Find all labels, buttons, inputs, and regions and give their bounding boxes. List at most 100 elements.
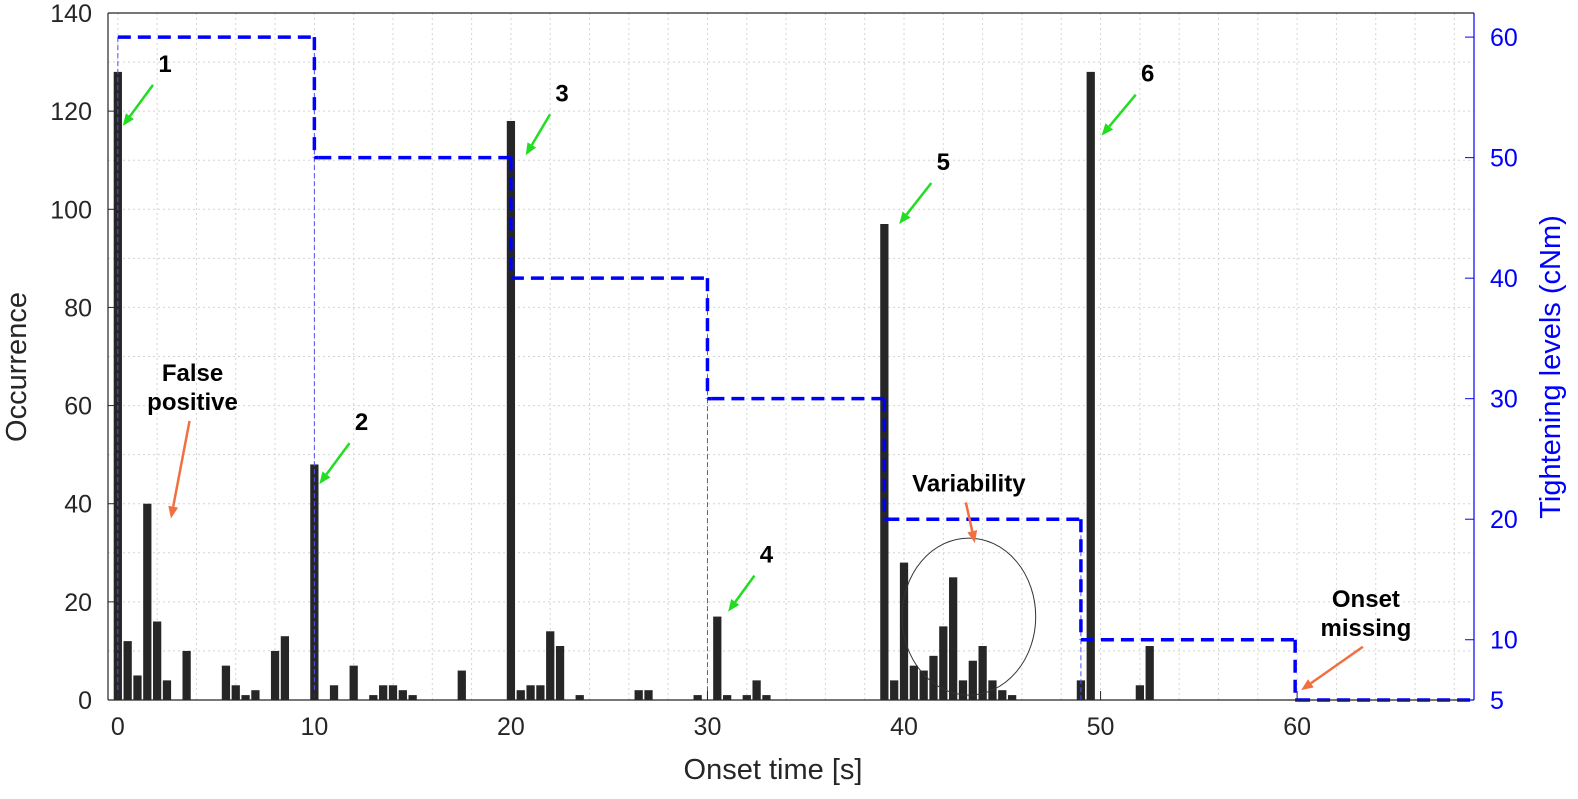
green-arrow-shaft [905,182,933,216]
green-arrow-head [122,113,134,126]
green-arrow [525,113,552,156]
histogram-bar [1086,71,1095,700]
histogram-bar [398,690,407,700]
y-tick-label: 60 [64,393,92,421]
green-arrow [122,84,155,126]
y-right-tick-label: 5 [1490,687,1504,715]
histogram-bar [231,685,240,700]
histogram-bar [722,695,732,700]
y-right-tick-label: 10 [1490,627,1518,655]
bars-layer [113,71,1154,700]
histogram-bar [1145,646,1154,700]
x-tick-label: 0 [111,713,125,741]
histogram-bar [506,120,516,700]
histogram-bar [929,655,938,700]
green-arrow-shaft [325,442,351,476]
histogram-bar [516,690,525,700]
y-tick-label: 40 [64,491,92,519]
variability-ellipse [901,537,1037,696]
histogram-bar [998,690,1007,700]
variability-ellipse-layer [901,537,1037,696]
orange-arrow-shaft [171,420,191,507]
y-right-tick-label: 30 [1490,386,1518,414]
histogram-bar [329,685,339,700]
x-tick-label: 60 [1283,713,1311,741]
histogram-bar [909,665,918,700]
histogram-bar [1007,695,1017,700]
annotation-label: Variability [912,470,1026,497]
green-arrow [1101,93,1137,136]
orange-arrow [1301,645,1364,691]
histogram-bar [968,660,977,700]
histogram-bar [379,685,388,700]
green-arrow-shaft [734,574,756,603]
x-tick-label: 40 [890,713,918,741]
histogram-bar [899,562,909,700]
orange-arrow [168,420,191,519]
histogram-bar [958,680,968,700]
histogram-bar [182,650,191,700]
peak-label: 3 [555,80,568,107]
histogram-bar [241,695,250,700]
green-arrow-head [899,211,911,225]
y-tick-label: 80 [64,294,92,322]
histogram-bar [713,616,722,700]
orange-arrow-head [168,505,179,519]
peak-label: 5 [937,149,950,176]
x-tick-label: 50 [1087,713,1115,741]
axes-layer [107,12,1475,701]
y-axis-title: Occurrence [1,292,33,442]
green-arrow-head [728,599,740,612]
green-arrow [899,182,933,225]
green-arrow [319,442,351,485]
y-right-tick-label: 40 [1490,265,1518,293]
peak-label: 6 [1141,61,1154,88]
histogram-bar [270,650,280,700]
histogram-bar [221,665,231,700]
y-tick-label: 0 [78,687,92,715]
green-arrow [728,574,756,612]
ticks-layer: 0 20 40 60 80 100 120 140 0 10 20 30 40 50 60 5 10 20 30 40… [50,0,1518,741]
green-arrow-head [525,142,537,156]
peak-label: 2 [355,409,368,436]
annotation-label: Onset [1332,586,1400,613]
histogram-bar [546,631,555,700]
y-tick-label: 120 [50,98,92,126]
histogram-bar [536,685,545,700]
orange-arrow [964,502,978,543]
peak-label: 4 [760,542,774,569]
histogram-bar [939,626,948,700]
green-arrow-shaft [530,113,552,146]
histogram-bar [949,577,958,700]
orange-arrow-shaft [964,502,974,532]
y-right-tick-label: 60 [1490,24,1518,52]
annotation-label: False [162,360,223,387]
green-arrow-head [319,471,331,485]
peak-label: 1 [158,51,171,78]
histogram-bar [526,685,535,700]
histogram-bar [349,665,358,700]
histogram-bar [890,680,899,700]
tightening-level-series [117,35,1474,702]
histogram-bar [133,675,142,700]
histogram-bar [644,690,653,700]
y-right-tick-label: 20 [1490,506,1518,534]
annotation-label: positive [147,389,238,416]
x-tick-label: 10 [300,713,328,741]
histogram-bar [555,646,565,700]
histogram-bar [280,636,290,700]
histogram-bar [634,690,643,700]
y-axis-right-title: Tightening levels (cNm) [1535,215,1567,519]
histogram-bar [369,695,378,700]
x-tick-label: 30 [694,713,722,741]
histogram-bar [457,670,466,700]
histogram-bar [388,685,398,700]
histogram-bar [752,680,761,700]
histogram-bar [1135,685,1144,700]
histogram-bar [919,670,928,700]
y-tick-label: 20 [64,589,92,617]
x-axis-title: Onset time [s] [684,754,863,786]
histogram-bar [693,695,702,700]
